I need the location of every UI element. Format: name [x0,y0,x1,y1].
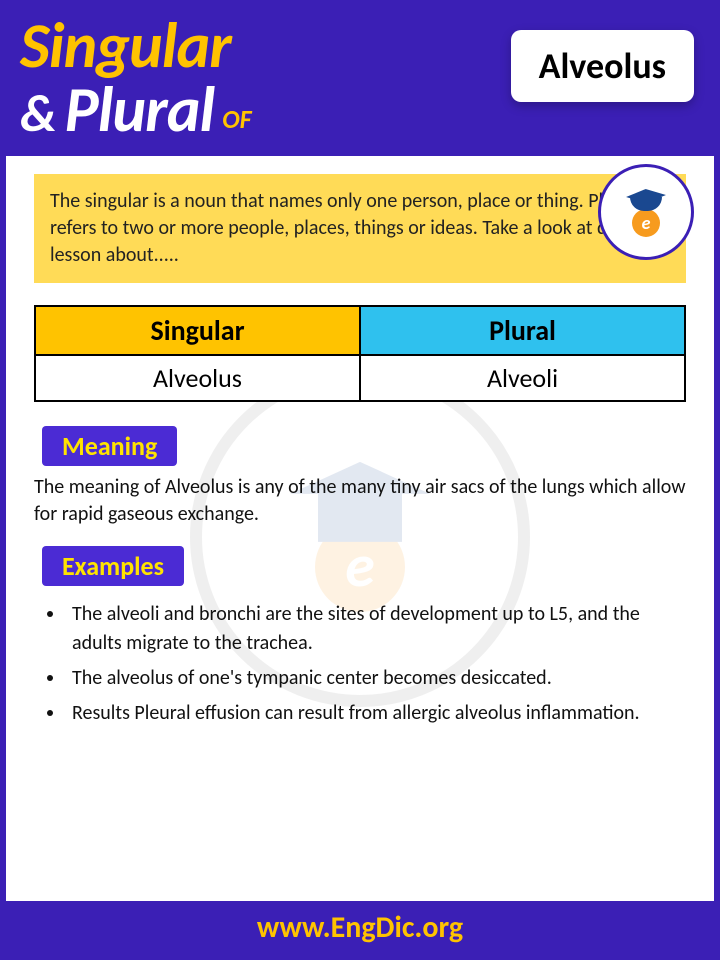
examples-label: Examples [42,546,184,586]
logo-badge: e [598,164,694,260]
cell-singular: Alveolus [35,355,360,401]
page-frame: Singular & Plural OF Alveolus e e The si… [0,0,720,960]
th-plural: Plural [360,306,685,355]
ampersand: & [20,81,57,145]
graduation-cap-icon [624,187,668,213]
examples-list: The alveoli and bronchi are the sites of… [66,600,686,728]
logo-letter: e [632,209,660,237]
th-singular: Singular [35,306,360,355]
intro-box: The singular is a noun that names only o… [34,174,686,283]
content-area: The singular is a noun that names only o… [6,174,714,728]
list-item: Results Pleural effusion can result from… [66,699,686,728]
word-text: Alveolus [539,44,666,88]
singular-plural-table: Singular Plural Alveolus Alveoli [34,305,686,402]
footer-bar: www.EngDic.org [6,901,714,954]
logo-icon: e [624,187,668,237]
word-badge: Alveolus [511,30,694,102]
footer-text: www.EngDic.org [257,909,463,946]
title-plural: Plural [65,78,215,142]
list-item: The alveoli and bronchi are the sites of… [66,600,686,658]
intro-text: The singular is a noun that names only o… [50,189,663,267]
meaning-text: The meaning of Alveolus is any of the ma… [34,474,686,528]
cell-plural: Alveoli [360,355,685,401]
list-item: The alveolus of one's tympanic center be… [66,664,686,693]
header-bar: Singular & Plural OF Alveolus [6,6,714,156]
title-of: OF [222,103,251,135]
meaning-label: Meaning [42,426,177,466]
